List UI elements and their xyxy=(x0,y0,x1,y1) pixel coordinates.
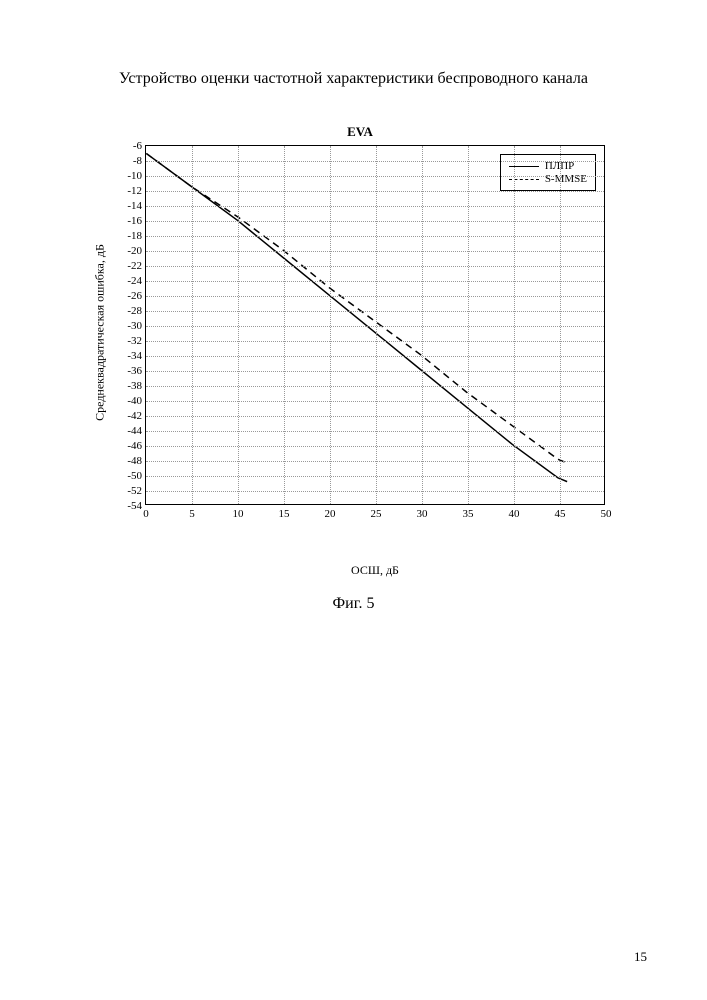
grid-line-horizontal xyxy=(146,206,604,207)
y-tick-label: -20 xyxy=(127,245,142,257)
grid-line-horizontal xyxy=(146,446,604,447)
grid-line-vertical xyxy=(468,146,469,504)
y-tick-label: -8 xyxy=(133,155,142,167)
y-tick-label: -18 xyxy=(127,230,142,242)
chart-container: EVA Среднеквадратическая ошибка, дБ ПЛПР… xyxy=(105,140,615,540)
x-tick-label: 5 xyxy=(189,508,195,520)
x-tick-label: 45 xyxy=(555,508,566,520)
x-tick-label: 40 xyxy=(509,508,520,520)
y-tick-label: -14 xyxy=(127,200,142,212)
grid-line-horizontal xyxy=(146,176,604,177)
y-tick-label: -36 xyxy=(127,365,142,377)
y-axis-label: Среднеквадратическая ошибка, дБ xyxy=(93,244,108,421)
y-tick-label: -42 xyxy=(127,410,142,422)
grid-line-horizontal xyxy=(146,491,604,492)
page-number: 15 xyxy=(634,949,647,965)
y-tick-label: -48 xyxy=(127,455,142,467)
y-tick-label: -50 xyxy=(127,470,142,482)
chart-title: EVA xyxy=(105,124,615,140)
x-tick-label: 20 xyxy=(325,508,336,520)
grid-line-vertical xyxy=(284,146,285,504)
grid-line-horizontal xyxy=(146,386,604,387)
grid-line-horizontal xyxy=(146,236,604,237)
chart-svg xyxy=(146,146,604,504)
grid-line-vertical xyxy=(560,146,561,504)
x-tick-label: 15 xyxy=(279,508,290,520)
grid-line-vertical xyxy=(376,146,377,504)
y-tick-label: -22 xyxy=(127,260,142,272)
grid-line-horizontal xyxy=(146,221,604,222)
x-tick-label: 25 xyxy=(371,508,382,520)
grid-line-horizontal xyxy=(146,341,604,342)
legend-item-smmse: S-MMSE xyxy=(509,173,587,185)
grid-line-vertical xyxy=(422,146,423,504)
y-tick-label: -26 xyxy=(127,290,142,302)
y-tick-label: -46 xyxy=(127,440,142,452)
grid-line-horizontal xyxy=(146,251,604,252)
y-tick-label: -34 xyxy=(127,350,142,362)
grid-line-vertical xyxy=(330,146,331,504)
x-tick-label: 10 xyxy=(233,508,244,520)
grid-line-horizontal xyxy=(146,431,604,432)
y-tick-label: -38 xyxy=(127,380,142,392)
x-tick-label: 30 xyxy=(417,508,428,520)
grid-line-vertical xyxy=(514,146,515,504)
y-tick-label: -10 xyxy=(127,170,142,182)
grid-line-horizontal xyxy=(146,416,604,417)
y-tick-label: -12 xyxy=(127,185,142,197)
x-tick-label: 0 xyxy=(143,508,149,520)
x-tick-label: 50 xyxy=(601,508,612,520)
figure-caption: Фиг. 5 xyxy=(0,595,707,613)
page-title: Устройство оценки частотной характеристи… xyxy=(0,70,707,88)
y-tick-label: -16 xyxy=(127,215,142,227)
grid-line-horizontal xyxy=(146,296,604,297)
grid-line-horizontal xyxy=(146,311,604,312)
grid-line-horizontal xyxy=(146,266,604,267)
y-tick-label: -40 xyxy=(127,395,142,407)
grid-line-horizontal xyxy=(146,371,604,372)
x-tick-label: 35 xyxy=(463,508,474,520)
x-axis-label: ОСШ, дБ xyxy=(145,563,605,578)
y-tick-label: -24 xyxy=(127,275,142,287)
grid-line-horizontal xyxy=(146,281,604,282)
grid-line-horizontal xyxy=(146,326,604,327)
grid-line-horizontal xyxy=(146,161,604,162)
y-tick-label: -54 xyxy=(127,500,142,512)
y-tick-label: -28 xyxy=(127,305,142,317)
grid-line-horizontal xyxy=(146,401,604,402)
grid-line-horizontal xyxy=(146,461,604,462)
series-line-0 xyxy=(146,153,567,481)
y-tick-label: -44 xyxy=(127,425,142,437)
y-tick-label: -6 xyxy=(133,140,142,152)
legend-label: S-MMSE xyxy=(545,173,587,185)
plot-area: ПЛПР S-MMSE -6-8-10-12-14-16-18-20-22-24… xyxy=(145,145,605,505)
grid-line-horizontal xyxy=(146,476,604,477)
y-tick-label: -30 xyxy=(127,320,142,332)
grid-line-vertical xyxy=(238,146,239,504)
y-tick-label: -32 xyxy=(127,335,142,347)
grid-line-horizontal xyxy=(146,356,604,357)
grid-line-horizontal xyxy=(146,191,604,192)
y-tick-label: -52 xyxy=(127,485,142,497)
grid-line-vertical xyxy=(192,146,193,504)
